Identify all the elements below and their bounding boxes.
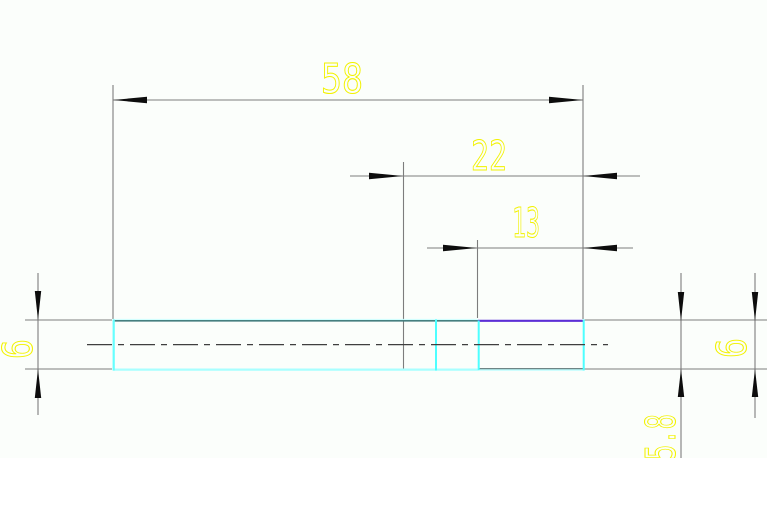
arrowhead-right-icon: [583, 172, 617, 180]
dimension-height-left-6[interactable]: 6: [0, 273, 43, 415]
dimension-text-58: 58: [321, 55, 363, 103]
arrowhead-left-icon: [443, 244, 477, 252]
dimension-end-length-13[interactable]: 13: [427, 198, 633, 252]
dimension-text-6-right: 6: [708, 338, 756, 358]
arrowhead-up-icon: [677, 369, 685, 397]
arrowhead-right-icon: [549, 96, 583, 104]
dimension-step-height-5-8[interactable]: 5.8: [636, 273, 686, 458]
arrowhead-down-icon: [677, 292, 685, 321]
arrowhead-up-icon: [751, 369, 759, 397]
dimension-mid-length-22[interactable]: 22: [350, 131, 640, 181]
dimension-text-6-left: 6: [0, 339, 42, 359]
arrowhead-down-icon: [751, 292, 759, 321]
dimension-text-13: 13: [512, 199, 540, 247]
extension-lines: [25, 85, 767, 370]
dimension-overall-length-58[interactable]: 58: [113, 54, 583, 104]
arrowhead-up-icon: [34, 369, 42, 398]
arrowhead-down-icon: [34, 291, 42, 320]
drawing-canvas[interactable]: 58 22 13 6 5.8 6: [0, 0, 767, 458]
arrowhead-right-icon: [583, 244, 617, 252]
arrowhead-left-icon: [113, 96, 147, 104]
dimension-height-right-6[interactable]: 6: [707, 273, 759, 418]
dimension-text-22: 22: [471, 132, 507, 180]
dimension-text-5-8: 5.8: [637, 414, 685, 458]
arrowhead-left-icon: [369, 172, 403, 180]
